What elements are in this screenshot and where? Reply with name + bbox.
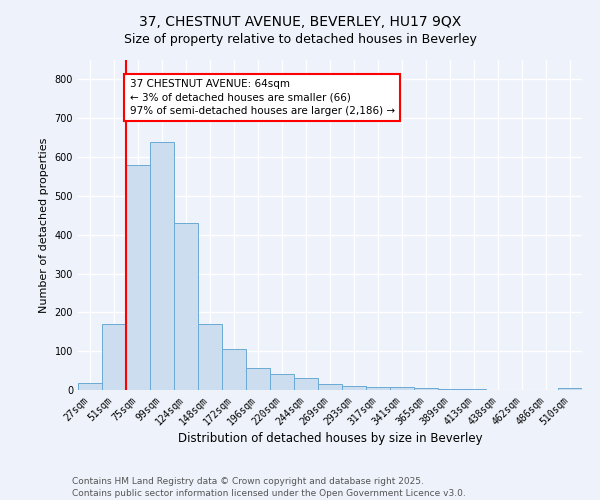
Bar xyxy=(342,386,366,390)
Bar xyxy=(558,388,582,390)
Bar xyxy=(462,389,486,390)
Text: 37, CHESTNUT AVENUE, BEVERLEY, HU17 9QX: 37, CHESTNUT AVENUE, BEVERLEY, HU17 9QX xyxy=(139,15,461,29)
Text: Contains HM Land Registry data © Crown copyright and database right 2025.
Contai: Contains HM Land Registry data © Crown c… xyxy=(72,476,466,498)
Bar xyxy=(294,378,318,390)
Bar xyxy=(438,389,462,390)
Bar xyxy=(246,368,270,390)
Bar xyxy=(126,165,150,390)
Bar xyxy=(198,324,222,390)
Bar xyxy=(366,386,390,390)
Y-axis label: Number of detached properties: Number of detached properties xyxy=(39,138,49,312)
Bar xyxy=(78,384,102,390)
X-axis label: Distribution of detached houses by size in Beverley: Distribution of detached houses by size … xyxy=(178,432,482,446)
Bar xyxy=(222,349,246,390)
Text: Size of property relative to detached houses in Beverley: Size of property relative to detached ho… xyxy=(124,32,476,46)
Bar xyxy=(150,142,174,390)
Bar xyxy=(270,374,294,390)
Bar xyxy=(414,388,438,390)
Bar xyxy=(318,384,342,390)
Bar xyxy=(390,388,414,390)
Bar xyxy=(102,324,126,390)
Bar xyxy=(174,223,198,390)
Text: 37 CHESTNUT AVENUE: 64sqm
← 3% of detached houses are smaller (66)
97% of semi-d: 37 CHESTNUT AVENUE: 64sqm ← 3% of detach… xyxy=(130,80,395,116)
